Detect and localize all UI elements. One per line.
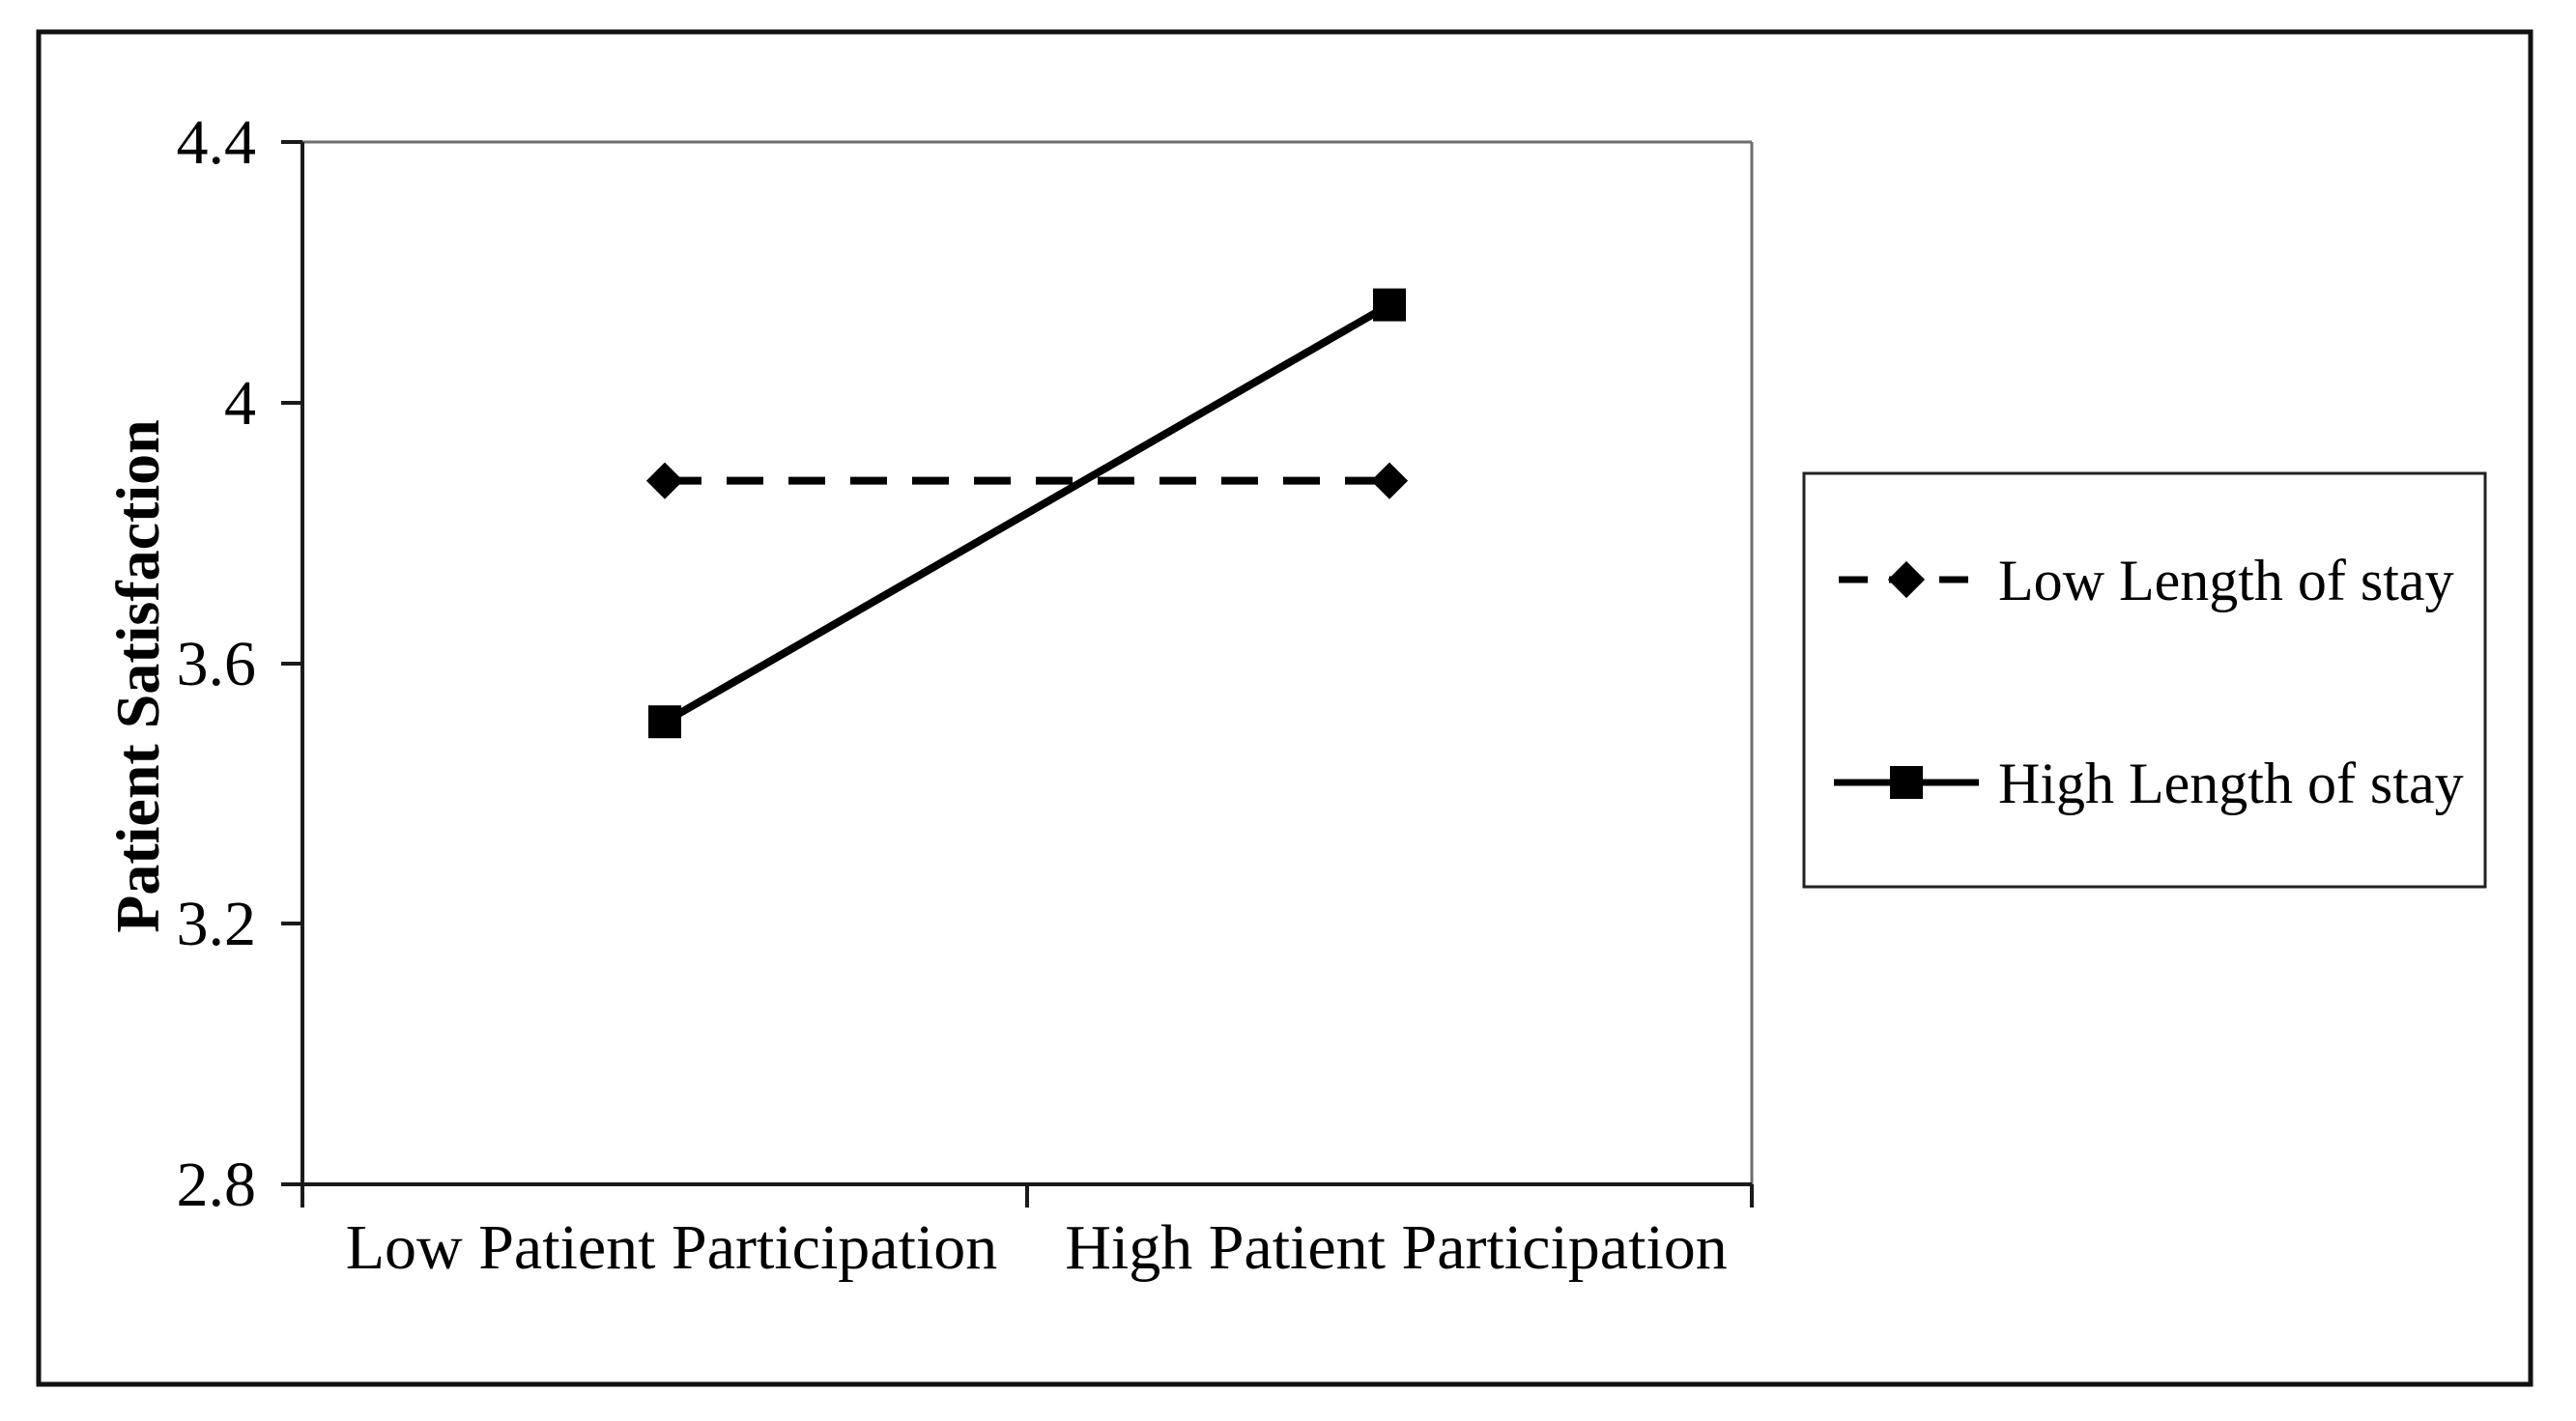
y-tick-label-2-8: 2.8 (177, 1150, 257, 1220)
y-tick-label-3-6: 3.6 (177, 629, 257, 699)
x-category-label-low: Low Patient Participation (346, 1212, 998, 1283)
y-axis-title: Patient Satisfaction (103, 419, 172, 933)
y-tick-label-4: 4 (224, 368, 256, 439)
y-tick-label-4-4: 4.4 (177, 107, 257, 178)
x-category-label-high: High Patient Participation (1065, 1212, 1728, 1283)
legend-sample-low-length-of-stay (1839, 560, 1974, 599)
legend-sample-marker-low-length-of-stay (1887, 560, 1926, 599)
legend-box (1802, 471, 2487, 889)
y-tick-label-3-2: 3.2 (177, 889, 257, 959)
series-layer (645, 288, 1409, 739)
legend: Low Length of stay High Length of stay (1802, 471, 2487, 889)
legend-label-low-length-of-stay: Low Length of stay (1998, 549, 2454, 612)
y-axis-ticks (281, 140, 302, 1186)
data-point-high-length-of-stay-low-patient-participation (648, 705, 681, 739)
legend-sample-marker-high-length-of-stay (1890, 766, 1923, 799)
data-point-high-length-of-stay-high-patient-participation (1373, 288, 1406, 322)
legend-sample-high-length-of-stay (1834, 766, 1979, 799)
x-axis-ticks (301, 1184, 1754, 1208)
legend-label-high-length-of-stay: High Length of stay (1998, 752, 2464, 815)
data-point-low-length-of-stay-low-patient-participation (645, 462, 684, 499)
series-line-high-length-of-stay (663, 301, 1391, 725)
data-point-low-length-of-stay-high-patient-participation (1370, 462, 1409, 499)
